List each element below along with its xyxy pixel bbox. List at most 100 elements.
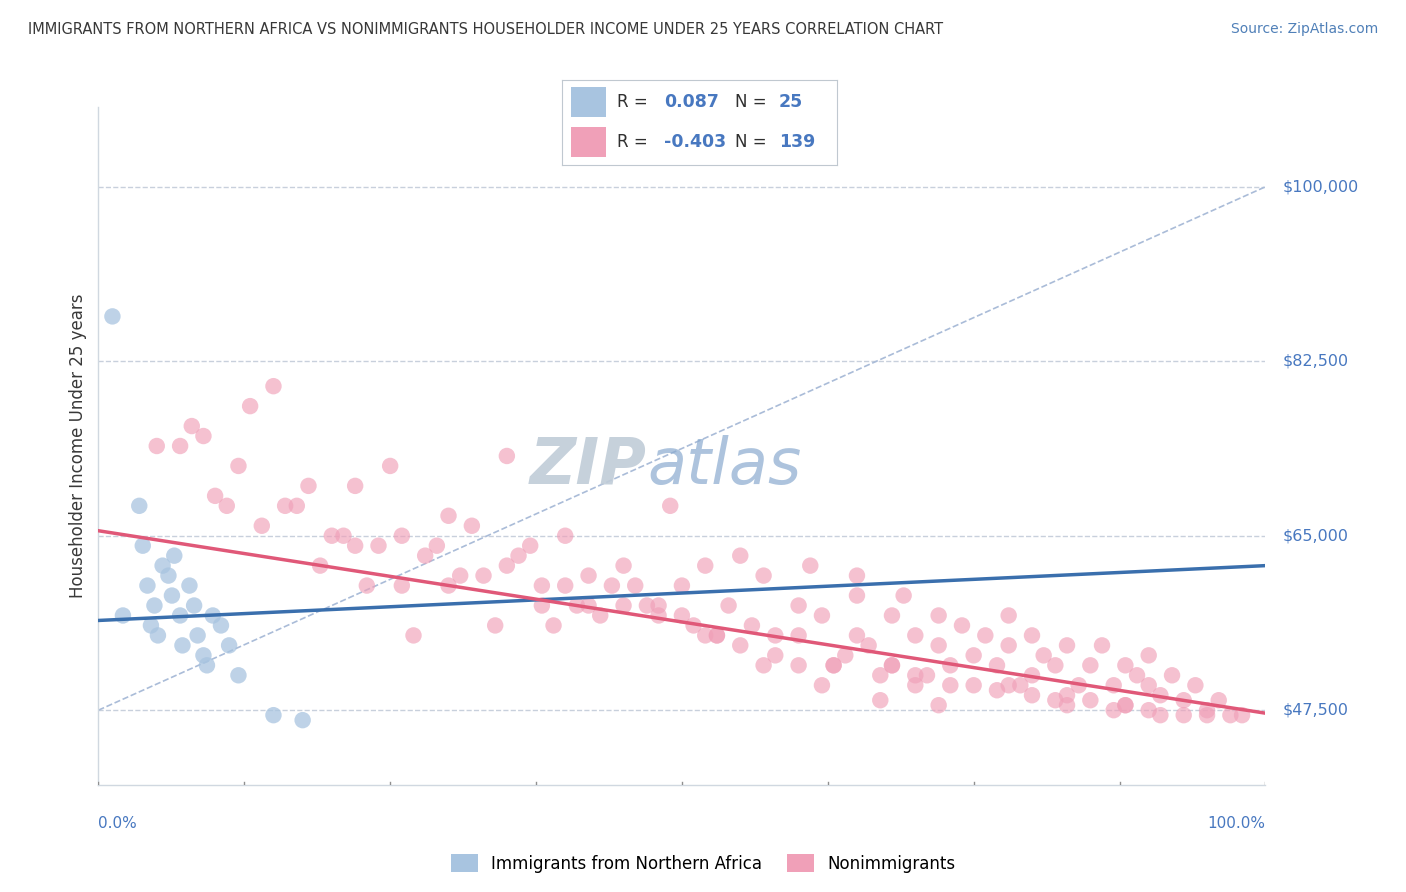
Point: [285, 499, 308, 513]
Point: [1195, 703, 1218, 717]
Point: [1173, 708, 1195, 723]
Point: [1067, 678, 1090, 692]
Point: [530, 599, 553, 613]
Point: [799, 558, 821, 573]
Point: [274, 499, 297, 513]
Point: [565, 599, 588, 613]
Point: [209, 618, 232, 632]
Point: [1021, 628, 1043, 642]
Point: [169, 439, 191, 453]
Point: [928, 698, 950, 713]
Point: [915, 668, 938, 682]
Point: [1184, 678, 1206, 692]
Point: [402, 628, 425, 642]
Point: [880, 658, 903, 673]
Text: IMMIGRANTS FROM NORTHERN AFRICA VS NONIMMIGRANTS HOUSEHOLDER INCOME UNDER 25 YEA: IMMIGRANTS FROM NORTHERN AFRICA VS NONIM…: [28, 22, 943, 37]
Point: [600, 578, 623, 592]
Point: [262, 379, 284, 393]
Point: [218, 639, 240, 653]
Point: [495, 558, 517, 573]
Point: [1149, 688, 1171, 702]
Point: [869, 693, 891, 707]
Point: [695, 558, 717, 573]
Text: $47,500: $47,500: [1282, 703, 1348, 718]
Point: [132, 539, 155, 553]
Point: [250, 518, 273, 533]
Point: [169, 608, 191, 623]
Point: [1045, 693, 1067, 707]
Point: [1021, 688, 1043, 702]
Point: [1032, 648, 1054, 663]
Point: [904, 678, 927, 692]
Point: [1080, 658, 1102, 673]
Point: [437, 578, 460, 592]
Point: [671, 608, 693, 623]
Text: R =: R =: [617, 133, 648, 151]
Point: [612, 558, 634, 573]
Point: [1056, 698, 1078, 713]
Point: [717, 599, 740, 613]
Point: [997, 608, 1019, 623]
Point: [695, 628, 717, 642]
Point: [152, 558, 174, 573]
Point: [823, 658, 845, 673]
Point: [962, 678, 984, 692]
Point: [1102, 678, 1125, 692]
Point: [344, 479, 367, 493]
Point: [928, 608, 950, 623]
Point: [449, 568, 471, 582]
Point: [636, 599, 658, 613]
Point: [201, 608, 224, 623]
Point: [1137, 703, 1160, 717]
Point: [787, 628, 810, 642]
Point: [228, 668, 250, 682]
Point: [1137, 678, 1160, 692]
Point: [136, 578, 159, 592]
Point: [367, 539, 389, 553]
Point: [309, 558, 332, 573]
Point: [183, 599, 205, 613]
Point: [986, 658, 1008, 673]
Point: [858, 639, 880, 653]
Point: [928, 639, 950, 653]
Point: [612, 599, 634, 613]
Text: $100,000: $100,000: [1282, 179, 1360, 194]
Point: [845, 589, 868, 603]
Point: [880, 608, 903, 623]
Point: [1137, 648, 1160, 663]
Point: [1114, 698, 1136, 713]
Point: [647, 608, 669, 623]
Point: [193, 648, 215, 663]
Point: [624, 578, 647, 592]
Point: [997, 639, 1019, 653]
Point: [939, 658, 962, 673]
Point: [845, 628, 868, 642]
Point: [128, 499, 150, 513]
Point: [1080, 693, 1102, 707]
Point: [1091, 639, 1114, 653]
Point: [461, 518, 484, 533]
Text: 0.087: 0.087: [664, 94, 718, 112]
Point: [1010, 678, 1032, 692]
Point: [752, 658, 775, 673]
Point: [332, 529, 354, 543]
Point: [291, 713, 314, 727]
Point: [519, 539, 541, 553]
Point: [811, 608, 834, 623]
FancyBboxPatch shape: [571, 127, 606, 157]
Point: [378, 458, 402, 473]
Point: [845, 568, 868, 582]
Point: [554, 529, 576, 543]
Point: [484, 618, 506, 632]
Point: [682, 618, 704, 632]
Point: [111, 608, 134, 623]
Point: [1230, 708, 1253, 723]
Point: [1208, 693, 1230, 707]
Point: [204, 489, 226, 503]
Point: [671, 578, 693, 592]
Point: [543, 618, 565, 632]
Point: [904, 628, 927, 642]
Point: [193, 429, 215, 443]
Point: [659, 499, 682, 513]
Point: [356, 578, 378, 592]
